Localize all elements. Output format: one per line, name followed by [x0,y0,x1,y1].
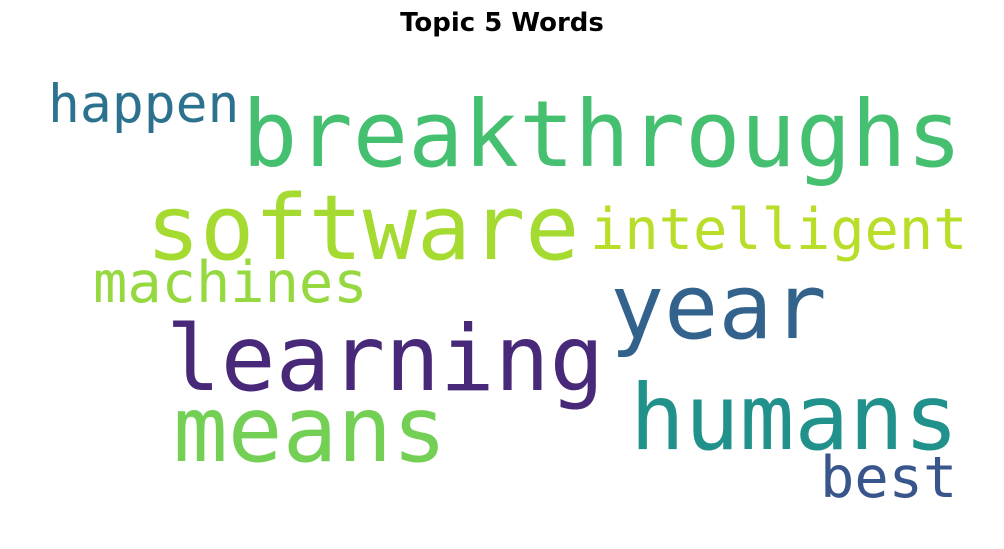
word: machines [93,250,368,316]
word: means [173,378,447,483]
word: breakthroughs [242,81,962,188]
word: software [146,176,579,281]
word: learning [166,307,604,412]
word: best [820,445,957,511]
word: humans [630,366,959,471]
word: intelligent [590,197,968,263]
word: year [610,255,827,360]
word: happen [48,74,239,135]
title: Topic 5 Words [400,8,604,38]
